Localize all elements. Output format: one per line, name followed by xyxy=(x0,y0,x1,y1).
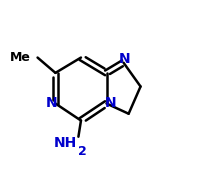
Text: Me: Me xyxy=(10,51,31,64)
Text: 2: 2 xyxy=(78,145,87,158)
Text: N: N xyxy=(46,96,58,110)
Text: NH: NH xyxy=(53,136,77,150)
Text: N: N xyxy=(119,52,131,66)
Text: N: N xyxy=(104,96,116,110)
